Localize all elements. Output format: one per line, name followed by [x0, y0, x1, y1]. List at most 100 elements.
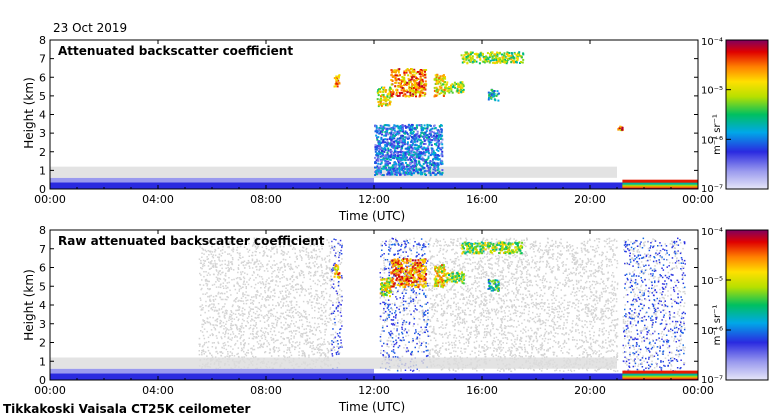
noise-speck: [216, 243, 218, 245]
cloud-pixel: [395, 151, 398, 154]
noise-speck: [425, 329, 428, 331]
noise-speck: [418, 242, 420, 245]
noise-speck: [405, 264, 408, 266]
noise-speck: [230, 243, 232, 245]
noise-speck: [246, 273, 249, 276]
noise-speck: [230, 345, 232, 348]
noise-speck: [286, 352, 288, 354]
noise-speck: [207, 349, 210, 352]
noise-speck: [212, 295, 215, 298]
noise-speck: [413, 323, 415, 325]
noise-speck: [305, 317, 307, 319]
cloud-pixel: [414, 148, 417, 151]
noise-speck: [330, 300, 332, 302]
cloud-pixel: [474, 53, 476, 55]
noise-speck: [223, 314, 226, 316]
cloud-pixel: [423, 146, 426, 149]
cloud-pixel: [411, 85, 414, 88]
noise-speck: [295, 243, 297, 245]
cloud-pixel: [402, 90, 405, 93]
noise-speck: [329, 280, 332, 282]
cloud-pixel: [440, 137, 443, 140]
noise-speck: [391, 309, 394, 311]
noise-speck: [219, 278, 222, 280]
noise-speck: [410, 353, 412, 355]
noise-speck: [283, 263, 285, 265]
noise-speck: [200, 288, 202, 291]
cloud-pixel: [418, 136, 421, 139]
noise-speck: [315, 253, 317, 256]
noise-speck: [216, 310, 219, 312]
cloud-pixel: [445, 83, 448, 86]
noise-speck: [332, 287, 335, 290]
cloud-pixel: [423, 86, 426, 89]
noise-speck: [409, 301, 411, 304]
noise-speck: [264, 290, 266, 292]
noise-speck: [301, 287, 303, 289]
noise-speck: [248, 255, 250, 257]
noise-speck: [404, 369, 407, 371]
noise-speck: [316, 294, 319, 296]
noise-speck: [221, 337, 223, 340]
noise-speck: [297, 314, 300, 316]
cloud-pixel: [492, 95, 495, 98]
noise-speck: [252, 355, 254, 358]
noise-speck: [202, 284, 205, 286]
noise-speck: [223, 278, 225, 280]
noise-speck: [236, 249, 238, 251]
noise-speck: [275, 280, 277, 282]
noise-speck: [288, 339, 291, 341]
cloud-pixel: [451, 83, 454, 86]
noise-speck: [399, 339, 402, 341]
noise-speck: [388, 249, 390, 251]
cloud-pixel: [462, 58, 465, 60]
noise-speck: [401, 244, 403, 246]
noise-speck: [418, 292, 421, 295]
noise-speck: [333, 238, 335, 240]
cloud-pixel: [377, 136, 380, 139]
noise-speck: [263, 253, 265, 255]
noise-speck: [316, 290, 318, 292]
cloud-pixel: [383, 124, 386, 127]
noise-speck: [287, 326, 290, 328]
noise-speck: [415, 256, 418, 258]
cloud-pixel: [419, 75, 422, 78]
noise-speck: [337, 241, 340, 244]
noise-speck: [426, 282, 428, 285]
noise-speck: [267, 333, 270, 335]
x-tick-label: 20:00: [574, 193, 606, 206]
noise-speck: [327, 349, 329, 351]
cloud-pixel: [409, 171, 411, 174]
noise-speck: [268, 310, 270, 312]
noise-speck: [271, 246, 273, 249]
cloud-pixel: [400, 89, 403, 92]
noise-speck: [248, 312, 250, 314]
cloud-pixel: [380, 162, 383, 165]
cloud-pixel: [478, 55, 481, 58]
noise-speck: [401, 331, 403, 334]
cloud-pixel: [429, 161, 431, 164]
noise-speck: [386, 345, 388, 347]
noise-speck: [400, 305, 402, 307]
cloud-pixel: [498, 60, 501, 63]
noise-speck: [397, 289, 400, 291]
noise-speck: [332, 246, 335, 249]
noise-speck: [260, 262, 262, 264]
noise-speck: [284, 356, 286, 358]
cloud-pixel: [394, 173, 397, 176]
noise-speck: [238, 309, 240, 311]
noise-speck: [294, 261, 296, 263]
noise-speck: [283, 264, 286, 267]
noise-speck: [340, 261, 343, 264]
noise-speck: [301, 289, 303, 291]
noise-speck: [382, 268, 385, 270]
noise-speck: [286, 279, 289, 281]
cloud-pixel: [402, 165, 405, 168]
cloud-pixel: [520, 55, 523, 58]
noise-speck: [326, 301, 328, 304]
cloud-pixel: [397, 71, 400, 74]
noise-speck: [313, 326, 315, 329]
cloud-pixel: [399, 160, 402, 163]
noise-speck: [410, 253, 413, 255]
noise-speck: [231, 305, 234, 308]
